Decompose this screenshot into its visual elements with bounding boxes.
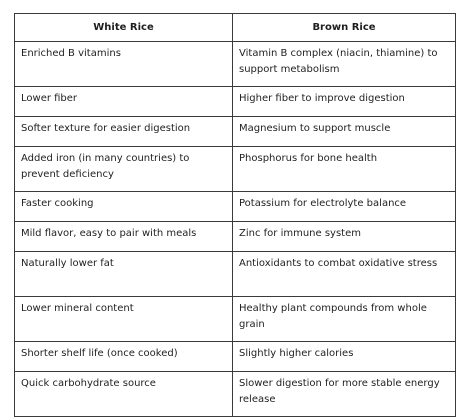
table-row: Lower fiber Higher fiber to improve dige… (14, 86, 456, 117)
table-row: Enriched B vitamins Vitamin B complex (n… (14, 41, 456, 87)
brown-rice-cell: Slightly higher calories (232, 341, 456, 372)
table-header-row: White Rice Brown Rice (14, 13, 456, 42)
rice-comparison-table: White Rice Brown Rice Enriched B vitamin… (14, 13, 456, 417)
brown-rice-cell: Phosphorus for bone health (232, 146, 456, 192)
white-rice-cell: Shorter shelf life (once cooked) (14, 341, 233, 372)
brown-rice-cell: Zinc for immune system (232, 221, 456, 252)
table-row: Mild flavor, easy to pair with meals Zin… (14, 221, 456, 252)
brown-rice-cell: Magnesium to support muscle (232, 116, 456, 147)
brown-rice-cell: Antioxidants to combat oxidative stress (232, 251, 456, 297)
white-rice-cell: Mild flavor, easy to pair with meals (14, 221, 233, 252)
brown-rice-cell: Potassium for electrolyte balance (232, 191, 456, 222)
white-rice-cell: Naturally lower fat (14, 251, 233, 297)
comparison-table-container: White Rice Brown Rice Enriched B vitamin… (14, 13, 456, 417)
table-row: Lower mineral content Healthy plant comp… (14, 296, 456, 342)
brown-rice-cell: Healthy plant compounds from whole grain (232, 296, 456, 342)
table-row: Added iron (in many countries) to preven… (14, 146, 456, 192)
table-row: Naturally lower fat Antioxidants to comb… (14, 251, 456, 297)
table-row: Shorter shelf life (once cooked) Slightl… (14, 341, 456, 372)
table-row: Softer texture for easier digestion Magn… (14, 116, 456, 147)
white-rice-cell: Faster cooking (14, 191, 233, 222)
header-white-rice: White Rice (14, 13, 233, 42)
white-rice-cell: Lower fiber (14, 86, 233, 117)
white-rice-cell: Quick carbohydrate source (14, 371, 233, 417)
white-rice-cell: Lower mineral content (14, 296, 233, 342)
white-rice-cell: Softer texture for easier digestion (14, 116, 233, 147)
brown-rice-cell: Vitamin B complex (niacin, thiamine) to … (232, 41, 456, 87)
white-rice-cell: Enriched B vitamins (14, 41, 233, 87)
brown-rice-cell: Slower digestion for more stable energy … (232, 371, 456, 417)
white-rice-cell: Added iron (in many countries) to preven… (14, 146, 233, 192)
table-row: Faster cooking Potassium for electrolyte… (14, 191, 456, 222)
table-row: Quick carbohydrate source Slower digesti… (14, 371, 456, 417)
brown-rice-cell: Higher fiber to improve digestion (232, 86, 456, 117)
header-brown-rice: Brown Rice (232, 13, 456, 42)
